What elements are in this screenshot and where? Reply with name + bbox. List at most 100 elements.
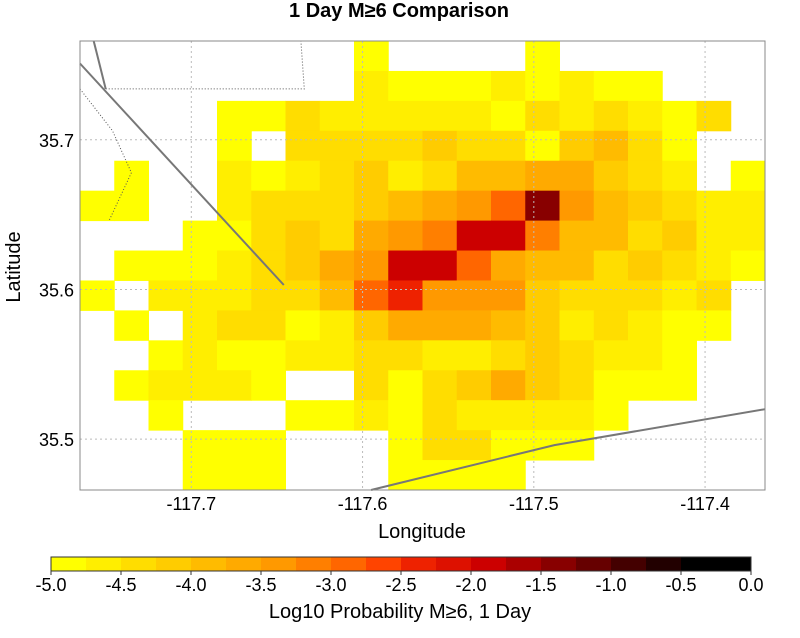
heatmap-cell [148, 370, 184, 401]
heatmap-cell [662, 370, 697, 401]
heatmap-cell [217, 100, 252, 132]
heatmap-cell [559, 340, 595, 371]
heatmap-cell [388, 160, 423, 192]
colorbar-tick-label: 0.0 [738, 575, 763, 595]
heatmap-cell [80, 280, 115, 311]
heatmap-cell [182, 310, 218, 341]
heatmap-cell [525, 400, 560, 431]
heatmap-cell [217, 190, 252, 222]
colorbar-swatch [716, 557, 752, 571]
heatmap-cell [593, 340, 629, 371]
heatmap-cell [114, 190, 149, 222]
chart-title: 1 Day M≥6 Comparison [289, 0, 509, 22]
heatmap-cell [182, 340, 218, 371]
colorbar-swatch [226, 557, 262, 571]
colorbar-tick-label: -0.5 [665, 575, 696, 595]
heatmap-cell [559, 100, 595, 132]
heatmap-cell [559, 160, 595, 192]
heatmap-cell [662, 220, 697, 252]
colorbar-swatch [261, 557, 297, 571]
heatmap-cell [182, 220, 218, 252]
heatmap-cell [696, 310, 732, 341]
heatmap-cell [319, 400, 355, 431]
heatmap-cell [559, 370, 595, 401]
heatmap-cell [525, 41, 560, 72]
heatmap-cell [491, 70, 526, 102]
heatmap-cell [525, 250, 560, 281]
heatmap-cell [388, 130, 423, 162]
colorbar-swatch [646, 557, 682, 571]
heatmap-cell [285, 220, 321, 252]
heatmap-cell [525, 340, 560, 371]
heatmap-cell [251, 100, 286, 132]
heatmap-cell [491, 460, 526, 491]
heatmap-cell [319, 100, 355, 132]
heatmap-cell [662, 190, 697, 222]
x-tick-label: -117.6 [338, 494, 388, 514]
heatmap-cell [491, 160, 526, 192]
heatmap-cell [696, 250, 732, 281]
heatmap-cell [456, 430, 492, 461]
heatmap-cell [388, 100, 423, 132]
heatmap-cell [456, 160, 492, 192]
heatmap-cell [628, 310, 663, 341]
heatmap-cell [285, 160, 321, 192]
heatmap-cell [525, 370, 560, 401]
heatmap-cell [662, 280, 697, 311]
heatmap-cell [182, 250, 218, 281]
heatmap-cell [456, 220, 492, 252]
heatmap-cell [114, 370, 149, 401]
heatmap-cell [525, 70, 560, 102]
x-tick-label: -117.4 [680, 494, 730, 514]
heatmap-cell [319, 280, 355, 311]
colorbar-swatch [541, 557, 577, 571]
colorbar-swatch [191, 557, 227, 571]
fault-line [79, 62, 285, 286]
fault-line [92, 40, 107, 90]
heatmap-cell [525, 130, 560, 162]
heatmap-cell [182, 370, 218, 401]
grid [80, 41, 765, 490]
heatmap-cell [354, 190, 389, 222]
heatmap-cell [559, 130, 595, 162]
heatmap-cell [422, 250, 458, 281]
heatmap-cell [182, 430, 218, 461]
colorbar-swatch [401, 557, 437, 571]
heatmap-cell [628, 250, 663, 281]
heatmap-cell [559, 250, 595, 281]
heatmap-cell [114, 160, 149, 192]
heatmap-cell [456, 250, 492, 281]
heatmap-cell [456, 370, 492, 401]
heatmap-cell [593, 190, 629, 222]
heatmap-cell [217, 310, 252, 341]
heatmap-cell [217, 460, 252, 491]
heatmap-cell [251, 160, 286, 192]
heatmap-cell [456, 310, 492, 341]
heatmap-cell [148, 280, 184, 311]
heatmap-cell [593, 370, 629, 401]
heatmap-cell [388, 280, 423, 311]
heatmap-cell [491, 340, 526, 371]
colorbar-tick-label: -2.5 [385, 575, 416, 595]
heatmap-cell [251, 430, 286, 461]
heatmap-cell [456, 280, 492, 311]
x-tick-label: -117.5 [509, 494, 559, 514]
heatmap-cell [730, 190, 766, 222]
map-lines [79, 40, 766, 491]
heatmap-cell [696, 220, 732, 252]
heatmap-cell [456, 400, 492, 431]
colorbar-tick-label: -1.5 [525, 575, 556, 595]
heatmap-cell [422, 370, 458, 401]
heatmap-cell [354, 160, 389, 192]
heatmap-cell [388, 400, 423, 431]
x-axis-label: Longitude [378, 521, 466, 543]
heatmap-cell [388, 340, 423, 371]
heatmap-cell [319, 220, 355, 252]
heatmap-cell [559, 400, 595, 431]
heatmap-cell [491, 190, 526, 222]
heatmap-cell [388, 460, 423, 491]
colorbar-swatch [51, 557, 87, 571]
heatmap-cell [388, 220, 423, 252]
heatmap-cell [662, 160, 697, 192]
heatmap-cell [525, 280, 560, 311]
